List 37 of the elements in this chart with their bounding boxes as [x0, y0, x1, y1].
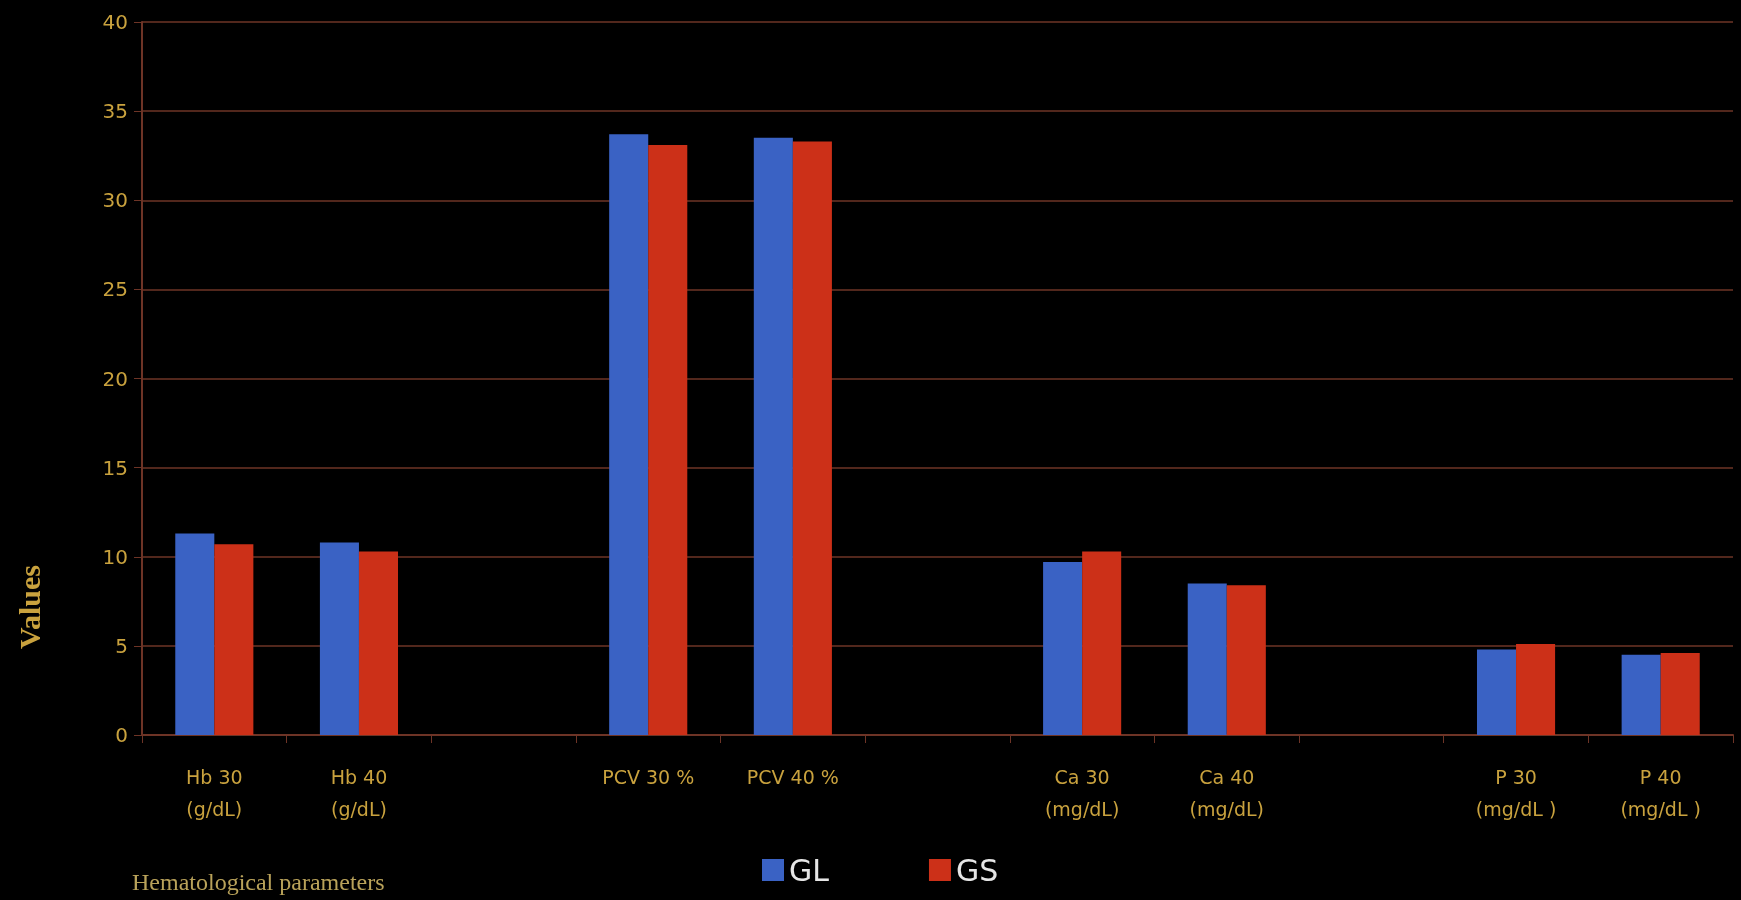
bar	[792, 141, 832, 735]
bar	[1226, 585, 1266, 735]
x-axis-title: Hematological parameters	[132, 869, 385, 895]
bar	[1082, 551, 1122, 735]
x-tick-label: Hb 30 (g/dL)	[186, 766, 243, 820]
y-tick-label: 20	[102, 366, 128, 391]
bar	[648, 144, 688, 735]
y-tick-label: 5	[115, 633, 128, 658]
x-tick-label: Ca 30 (mg/dL)	[1044, 766, 1120, 820]
bar	[1043, 562, 1083, 735]
bar	[358, 551, 399, 735]
bar	[609, 134, 649, 735]
x-tick-label: Hb 40 (g/dL)	[330, 766, 388, 820]
x-tick-label: P 30 (mg/dL )	[1475, 766, 1557, 820]
bar	[319, 542, 359, 735]
y-tick-label: 25	[102, 277, 128, 302]
x-tick-label: P 40 (mg/dL )	[1620, 766, 1701, 820]
x-tick-label: PCV 30 %	[602, 766, 695, 788]
legend-label: GS	[955, 852, 999, 888]
bar	[753, 137, 793, 735]
bar	[1476, 649, 1517, 735]
bar	[1660, 653, 1700, 735]
y-tick-label: 30	[102, 188, 128, 213]
bar	[175, 533, 215, 735]
bar	[1516, 644, 1556, 735]
bar	[1187, 583, 1227, 735]
y-tick-label: 10	[102, 544, 128, 569]
y-tick-label: 0	[115, 723, 128, 747]
legend-label: GL	[789, 852, 830, 888]
y-tick-label: 15	[102, 455, 128, 480]
bar	[1621, 654, 1661, 735]
y-tick-label: 35	[102, 99, 128, 124]
x-tick-label: PCV 40 %	[746, 766, 839, 788]
y-tick-label: 40	[102, 10, 128, 34]
y-axis-title: Values	[12, 565, 46, 649]
bar	[214, 544, 254, 735]
x-tick-label: Ca 40 (mg/dL)	[1189, 766, 1264, 820]
